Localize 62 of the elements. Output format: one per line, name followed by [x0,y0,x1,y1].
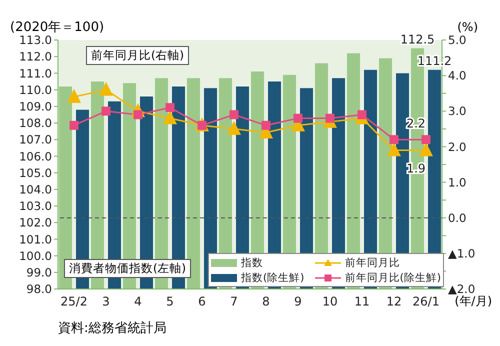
y2-tick-label: ▲2.0 [448,282,476,296]
annotation: 前年同月比(右軸) [86,46,189,65]
data-label: 112.5 [400,32,435,46]
y-tick-label: 98.0 [26,282,52,296]
y2-tick-label: 5.0 [448,33,466,48]
annotation: 消費者物価指数(左軸) [64,259,191,278]
x-tick-label: 4 [134,294,142,309]
x-tick-label: 3 [102,294,110,309]
x-tick-label: 11 [354,294,370,309]
y-tick-label: 109.0 [19,99,52,114]
legend-label: 指数(除生鮮) [241,270,304,284]
x-tick-label: 12 [386,294,402,309]
x-tick-label: 8 [262,294,270,309]
x-tick-label: 9 [294,294,302,309]
y2-tick-label: 1.0 [448,175,466,190]
x-tick-label: 10 [322,294,338,309]
point [163,110,177,124]
y2-tick-label: 0.0 [448,210,466,225]
y-tick-label: 102.0 [19,216,52,230]
y-tick-label: 101.0 [19,232,52,246]
y-tick-label: 113.0 [19,33,52,48]
y-tick-label: 108.0 [19,116,52,130]
y-tick-label: 105.0 [19,166,52,180]
y-tick-label: 106.0 [19,149,52,164]
y2-tick-label: ▲1.0 [448,246,476,261]
y2-axis-title: (%) [457,20,478,34]
y-tick-label: 100.0 [19,248,52,263]
point [102,106,110,116]
legend-label: 前年同月比(除生鮮) [344,270,441,284]
y-tick-label: 110.0 [19,82,52,97]
y2-tick-label: 4.0 [448,68,466,83]
point [166,103,174,112]
y-tick-label: 107.0 [19,132,52,147]
y2-tick-label: 2.0 [448,140,466,154]
y-axis-title: (2020年＝100) [10,19,104,36]
point [294,114,302,123]
point [230,110,238,120]
x-tick-label: 25/2 [60,294,88,309]
point [227,120,241,135]
point [387,142,401,156]
y-tick-label: 112.0 [19,50,52,64]
point [262,120,270,130]
point [99,82,113,96]
y2-tick-label: 3.0 [448,104,466,118]
y-tick-label: 103.0 [19,199,52,214]
legend-label: 前年同月比 [344,256,400,270]
point [67,88,81,103]
text: 資料:総務省統計局 [58,320,166,337]
x-axis-title: (年/月) [454,294,492,310]
point [70,120,78,130]
x-tick-label: 7 [230,294,238,309]
point [419,142,433,156]
legend-label: 指数 [241,256,263,270]
y-tick-label: 99.0 [26,265,52,280]
x-tick-label: 26/1 [412,294,440,309]
y-tick-label: 104.0 [19,182,52,196]
x-tick-label: 5 [166,294,174,309]
x-tick-label: 6 [198,294,206,309]
y-tick-label: 111.0 [19,66,52,80]
point [422,135,430,144]
point [390,135,398,144]
point [326,114,334,123]
